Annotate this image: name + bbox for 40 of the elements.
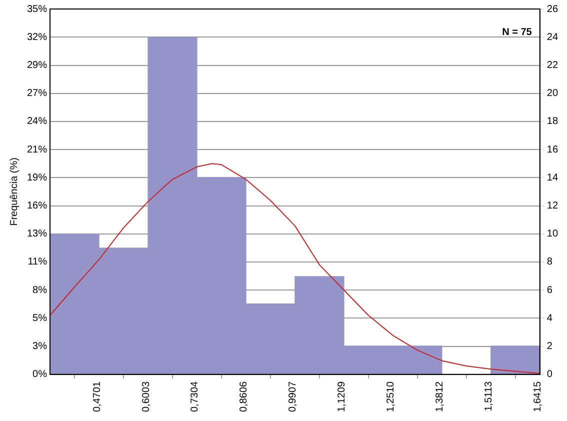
x-tick-label: 1,6415 <box>532 380 544 412</box>
y2-tick-label: 16 <box>546 144 558 156</box>
y2-tick-label: 0 <box>546 369 553 380</box>
x-tick-label: 0,9907 <box>288 380 299 412</box>
y-axis-title: Frequência (%) <box>8 158 20 226</box>
x-tick-label: 1,2510 <box>386 380 397 412</box>
y2-tick-label: 8 <box>546 256 553 268</box>
y2-tick-label: 24 <box>546 32 558 43</box>
y-tick-label: 35% <box>27 4 48 15</box>
y-tick-label: 29% <box>27 60 48 72</box>
y2-tick-label: 20 <box>546 88 558 100</box>
y-tick-label: 24% <box>27 116 48 128</box>
y-tick-label: 11% <box>28 256 48 268</box>
y-tick-label: 32% <box>27 32 48 43</box>
y2-tick-label: 22 <box>546 60 558 71</box>
y2-tick-label: 2 <box>546 341 553 352</box>
annotation: N = 75 <box>502 26 532 38</box>
x-tick-label: 0,8606 <box>238 380 250 412</box>
x-tick-label: 1,1209 <box>336 380 348 412</box>
y-tick-label: 5% <box>32 312 48 324</box>
y-tick-label: 21% <box>27 144 48 156</box>
x-tick-label: 1,3812 <box>434 380 446 412</box>
y-tick-label: 8% <box>32 284 48 296</box>
y-tick-label: 27% <box>27 88 48 100</box>
y-tick-label: 0% <box>32 369 48 380</box>
y2-tick-label: 4 <box>546 312 553 324</box>
x-tick-label: 1,5113 <box>484 380 495 412</box>
x-tick-label: 0,7304 <box>190 380 201 412</box>
y-tick-label: 13% <box>27 228 48 240</box>
y2-tick-label: 14 <box>546 172 558 184</box>
y2-tick-label: 10 <box>546 228 558 240</box>
y2-tick-label: 6 <box>546 284 553 296</box>
x-tick-label: 0,4701 <box>92 380 103 412</box>
y-tick-label: 19% <box>27 172 48 184</box>
y2-tick-label: 26 <box>546 4 558 15</box>
x-tick-label: 0,6003 <box>140 380 152 412</box>
y2-tick-label: 12 <box>546 200 558 212</box>
y2-tick-label: 18 <box>546 116 558 128</box>
y-tick-label: 16% <box>27 200 48 212</box>
y-tick-label: 3% <box>32 341 48 352</box>
